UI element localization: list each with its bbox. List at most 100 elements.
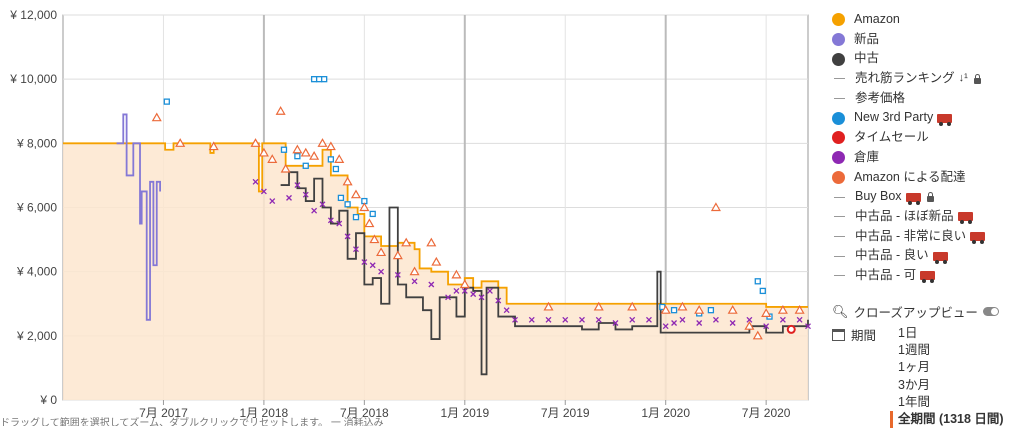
point-fulfilled-by-amazon [317, 138, 328, 147]
point-new-3rd-party [707, 307, 715, 314]
point-warehouse [512, 316, 518, 323]
legend-item-11[interactable]: 中古品 - 非常に良い [832, 227, 1024, 247]
point-fulfilled-by-amazon [369, 234, 380, 244]
legend-label: New 3rd Party [854, 110, 934, 125]
legend-label: Buy Box [855, 189, 902, 204]
period-option[interactable]: 1ヶ月 [898, 360, 930, 375]
point-warehouse [779, 316, 786, 323]
point-warehouse [369, 262, 376, 269]
point-fulfilled-by-amazon [250, 138, 261, 147]
point-fulfilled-by-amazon [392, 250, 403, 260]
magnifier-icon: 🔍︎ [832, 303, 849, 319]
point-warehouse [696, 320, 703, 326]
point-new-3rd-party [302, 162, 309, 169]
y-tick-label: ¥ 8,000 [16, 136, 57, 150]
y-tick-label: ¥ 2,000 [16, 329, 57, 343]
point-fulfilled-by-amazon [334, 154, 345, 163]
legend-label: 中古品 - 良い [855, 248, 929, 263]
point-fulfilled-by-amazon [401, 237, 412, 247]
point-new-3rd-party [754, 278, 761, 285]
legend-dot-icon [832, 151, 845, 165]
legend-label: 中古品 - 可 [855, 267, 917, 282]
legend-item-6[interactable]: タイムセール [832, 128, 1024, 148]
legend-label: 中古品 - ほぼ新品 [855, 208, 954, 223]
price-history-chart[interactable]: ¥ 0 ¥ 2,000 ¥ 4,000 ¥ 6,000 ¥ 8,000 ¥ 10,000 ¥… [0, 0, 820, 424]
legend-item-12[interactable]: 中古品 - 良い [832, 246, 1024, 266]
point-new-3rd-party [369, 210, 376, 218]
truck-icon [905, 192, 921, 205]
legend-line-icon [834, 235, 845, 237]
point-new-3rd-party [163, 98, 170, 105]
point-new-3rd-party [352, 213, 360, 221]
point-warehouse [252, 178, 259, 185]
y-tick-label: ¥ 6,000 [16, 201, 57, 215]
legend-dot-icon [832, 170, 845, 184]
chart-footnote: ドラッグして範囲を選択してズーム、ダブルクリックでリセットします。 一 消耗込み [0, 418, 384, 426]
legend-item-7[interactable]: 倉庫 [832, 148, 1024, 168]
lock-icon [926, 192, 934, 203]
point-warehouse [411, 278, 418, 285]
point-warehouse [495, 297, 502, 304]
point-fulfilled-by-amazon [727, 304, 738, 314]
point-warehouse [671, 320, 678, 326]
point-warehouse [461, 287, 468, 294]
truck-icon [920, 271, 936, 284]
period-option-selected[interactable]: 全期間 (1318 日間) [890, 411, 1004, 428]
point-fulfilled-by-amazon [426, 237, 437, 247]
legend-item-0[interactable]: Amazon [832, 10, 1024, 30]
point-fulfilled-by-amazon [275, 106, 286, 115]
legend-item-8[interactable]: Amazon による配達 [832, 168, 1024, 188]
point-warehouse [378, 268, 385, 275]
legend-label: 倉庫 [854, 149, 880, 164]
x-tick-label: 1月 2019 [440, 406, 489, 420]
point-fulfilled-by-amazon [761, 308, 772, 317]
sort-icon: ↓¹ [958, 72, 968, 85]
truck-icon [970, 231, 986, 244]
calendar-icon [832, 328, 845, 341]
point-new-3rd-party [759, 287, 766, 295]
point-warehouse [645, 316, 652, 323]
point-warehouse [746, 316, 753, 323]
lock-icon [973, 73, 981, 84]
legend-item-9[interactable]: Buy Box [832, 187, 1024, 207]
legend-item-4[interactable]: 参考価格 [832, 89, 1024, 109]
truck-icon [937, 113, 953, 126]
legend-line-icon [834, 196, 845, 198]
y-tick-label: ¥ 4,000 [16, 265, 57, 279]
legend-item-13[interactable]: 中古品 - 可 [832, 266, 1024, 286]
point-new-3rd-party [294, 153, 301, 160]
legend-label: タイムセール [854, 130, 929, 145]
point-fulfilled-by-amazon [794, 304, 805, 314]
x-tick-label: 7月 2018 [340, 406, 389, 420]
point-warehouse [805, 323, 811, 330]
point-warehouse [344, 233, 351, 240]
point-fulfilled-by-amazon [710, 202, 721, 212]
point-fulfilled-by-amazon [777, 304, 788, 314]
series-line-新品 [116, 113, 162, 321]
point-warehouse [470, 291, 477, 298]
period-option[interactable]: 1日 [898, 326, 918, 340]
point-new-3rd-party [321, 76, 328, 83]
point-warehouse [353, 246, 359, 253]
legend-label: Amazon による配達 [854, 169, 966, 184]
point-warehouse [486, 287, 493, 294]
point-new-3rd-party [327, 156, 335, 163]
period-option[interactable]: 3か月 [898, 377, 930, 392]
closeup-view-toggle[interactable]: 🔍︎ クローズアップビュー [832, 302, 999, 321]
legend-item-2[interactable]: 中古 [832, 49, 1024, 69]
legend-item-10[interactable]: 中古品 - ほぼ新品 [832, 207, 1024, 227]
point-warehouse [260, 188, 267, 195]
point-warehouse [729, 320, 736, 326]
legend-dot-icon [832, 111, 845, 125]
x-tick-label: 7月 2019 [541, 406, 590, 420]
period-option[interactable]: 1週間 [898, 343, 930, 358]
point-warehouse [796, 316, 803, 323]
toggle-switch-icon[interactable] [982, 307, 999, 316]
x-tick-label: 1月 2020 [641, 406, 690, 420]
period-option[interactable]: 1年間 [898, 394, 930, 409]
legend-item-5[interactable]: New 3rd Party [832, 108, 1024, 128]
point-warehouse [763, 323, 770, 330]
legend-item-3[interactable]: 売れ筋ランキング ↓¹ [832, 69, 1024, 89]
point-fulfilled-by-amazon [258, 147, 269, 157]
legend-item-1[interactable]: 新品 [832, 30, 1024, 50]
